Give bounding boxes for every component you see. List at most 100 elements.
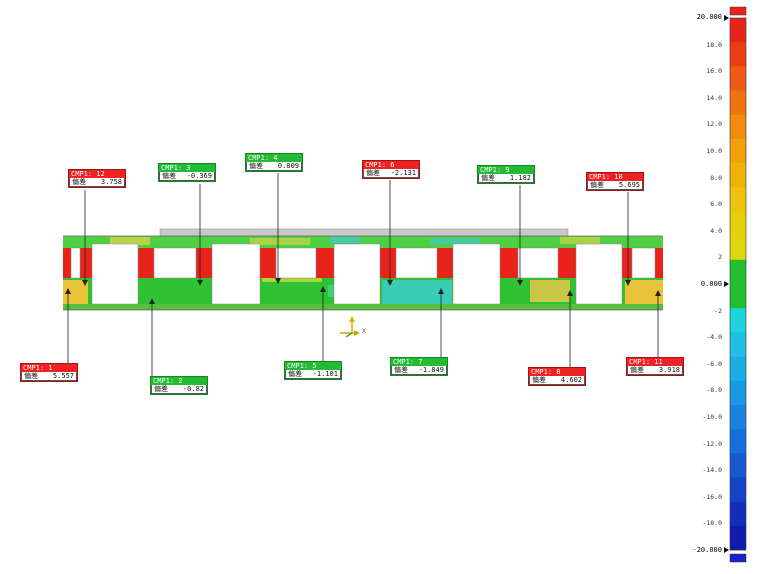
- callout-value: 3.758: [100, 177, 122, 186]
- callout-label: 偏差: [24, 371, 38, 380]
- color-scale-bar: [724, 6, 747, 563]
- scale-tick-label: 8.0: [710, 173, 722, 182]
- callout-id: CMP1: 1: [21, 364, 77, 372]
- scale-under-cap: [729, 553, 747, 563]
- callout-body: 偏差 -1.101: [285, 370, 341, 379]
- scale-max-pointer: [724, 15, 729, 21]
- scale-segment: [730, 18, 746, 43]
- deviation-model-view: [63, 173, 663, 377]
- scale-tick-label: 4.0: [710, 226, 722, 235]
- callout-cmp1-2[interactable]: CMP1: 2 偏差 -0.82: [150, 376, 208, 395]
- scale-tick-label: 6.0: [710, 200, 722, 209]
- callout-id: CMP1: 2: [151, 377, 207, 385]
- callout-id: CMP1: 6: [363, 161, 419, 169]
- callout-id: CMP1: 8: [529, 368, 585, 376]
- callout-label: 偏差: [630, 365, 644, 374]
- callout-label: 偏差: [394, 365, 408, 374]
- scale-tick-label: -6.0: [706, 359, 722, 368]
- callout-label: 偏差: [532, 375, 546, 384]
- callout-body: 偏差 -0.82: [151, 385, 207, 394]
- scale-tick-label: -2: [714, 306, 722, 315]
- callout-body: 偏差 -2.131: [363, 169, 419, 178]
- callout-value: -0.369: [186, 171, 212, 180]
- axis-label: X: [362, 328, 367, 335]
- scale-segment: [730, 429, 746, 454]
- callout-cmp1-9[interactable]: CMP1: 9 偏差 1.182: [477, 165, 535, 184]
- scale-segment: [730, 211, 746, 236]
- callout-value: 5.695: [618, 180, 640, 189]
- callout-body: 偏差 1.182: [478, 174, 534, 183]
- callout-label: 偏差: [162, 171, 176, 180]
- callout-label: 偏差: [481, 173, 495, 182]
- callout-value: 3.918: [658, 365, 680, 374]
- scale-segment: [730, 187, 746, 212]
- callout-body: 偏差 -1.849: [391, 366, 447, 375]
- scale-segment: [730, 332, 746, 357]
- scale-tick-label: -8.0: [706, 386, 722, 395]
- scale-segment: [730, 259, 746, 285]
- scale-zero-pointer: [724, 281, 729, 287]
- callout-cmp1-7[interactable]: CMP1: 7 偏差 -1.849: [390, 357, 448, 376]
- callout-cmp1-12[interactable]: CMP1: 12 偏差 3.758: [68, 169, 126, 188]
- callout-value: 1.182: [509, 173, 531, 182]
- scale-segment: [730, 42, 746, 67]
- callout-cmp1-10[interactable]: CMP1: 10 偏差 5.695: [586, 172, 644, 191]
- callout-value: -2.131: [390, 168, 416, 177]
- scale-tick-label: -4.0: [706, 333, 722, 342]
- callout-value: 5.557: [52, 371, 74, 380]
- scale-frame: [729, 17, 747, 551]
- scale-tick-label: 12.0: [706, 120, 722, 129]
- scale-tick-label: 10.0: [706, 147, 722, 155]
- scale-min-label: -20.000: [692, 546, 722, 554]
- scale-tick-label: -14.0: [702, 466, 722, 475]
- scale-segment: [730, 138, 746, 164]
- callout-value: -0.82: [182, 384, 204, 393]
- scale-segment: [730, 114, 746, 140]
- callout-id: CMP1: 12: [69, 170, 125, 178]
- callout-cmp1-5[interactable]: CMP1: 5 偏差 -1.101: [284, 361, 342, 380]
- callout-id: CMP1: 5: [285, 362, 341, 370]
- callout-cmp1-6[interactable]: CMP1: 6 偏差 -2.131: [362, 160, 420, 179]
- scale-segment: [730, 404, 746, 430]
- callout-value: 0.009: [277, 161, 299, 170]
- callout-cmp1-4[interactable]: CMP1: 4 偏差 0.009: [245, 153, 303, 172]
- callout-cmp1-3[interactable]: CMP1: 3 偏差 -0.369: [158, 163, 216, 182]
- scale-segment: [730, 308, 746, 333]
- callout-body: 偏差 5.557: [21, 372, 77, 381]
- callout-body: 偏差 3.918: [627, 366, 683, 375]
- scale-segment: [730, 525, 746, 551]
- scale-segment: [730, 501, 746, 527]
- scale-tick-label: -10.0: [702, 413, 722, 421]
- callout-label: 偏差: [249, 161, 263, 170]
- scale-segment: [730, 453, 746, 478]
- callout-id: CMP1: 4: [246, 154, 302, 162]
- callout-cmp1-8[interactable]: CMP1: 8 偏差 4.602: [528, 367, 586, 386]
- leader-lines: [67, 173, 659, 377]
- scale-segment: [730, 380, 746, 406]
- callout-body: 偏差 4.602: [529, 376, 585, 385]
- callout-id: CMP1: 11: [627, 358, 683, 366]
- callout-label: 偏差: [590, 180, 604, 189]
- callout-id: CMP1: 3: [159, 164, 215, 172]
- color-scale-legend: 20.000 0.000 -20.000 18.0 16.0 14.0 12.0 10.…: [670, 0, 759, 570]
- callout-label: 偏差: [366, 168, 380, 177]
- scale-tick-label: 2: [718, 253, 722, 262]
- callout-body: 偏差 -0.369: [159, 172, 215, 181]
- callout-body: 偏差 3.758: [69, 178, 125, 187]
- callout-cmp1-11[interactable]: CMP1: 11 偏差 3.918: [626, 357, 684, 376]
- scale-segment: [730, 356, 746, 382]
- scale-tick-label: 14.0: [706, 93, 722, 102]
- scale-segment: [730, 66, 746, 91]
- callout-label: 偏差: [154, 384, 168, 393]
- callout-label: 偏差: [288, 369, 302, 378]
- callout-cmp1-1[interactable]: CMP1: 1 偏差 5.557: [20, 363, 78, 382]
- callout-body: 偏差 5.695: [587, 181, 643, 190]
- scale-zero-label: 0.000: [700, 280, 722, 288]
- scale-tick-label: -12.0: [702, 439, 722, 448]
- callout-value: -1.849: [418, 365, 444, 374]
- scale-min-pointer: [724, 547, 729, 553]
- axis-triad-icon: [340, 316, 360, 338]
- scale-tick-label: -16.0: [702, 492, 722, 501]
- scale-segment: [730, 163, 746, 188]
- callout-value: 4.602: [560, 375, 582, 384]
